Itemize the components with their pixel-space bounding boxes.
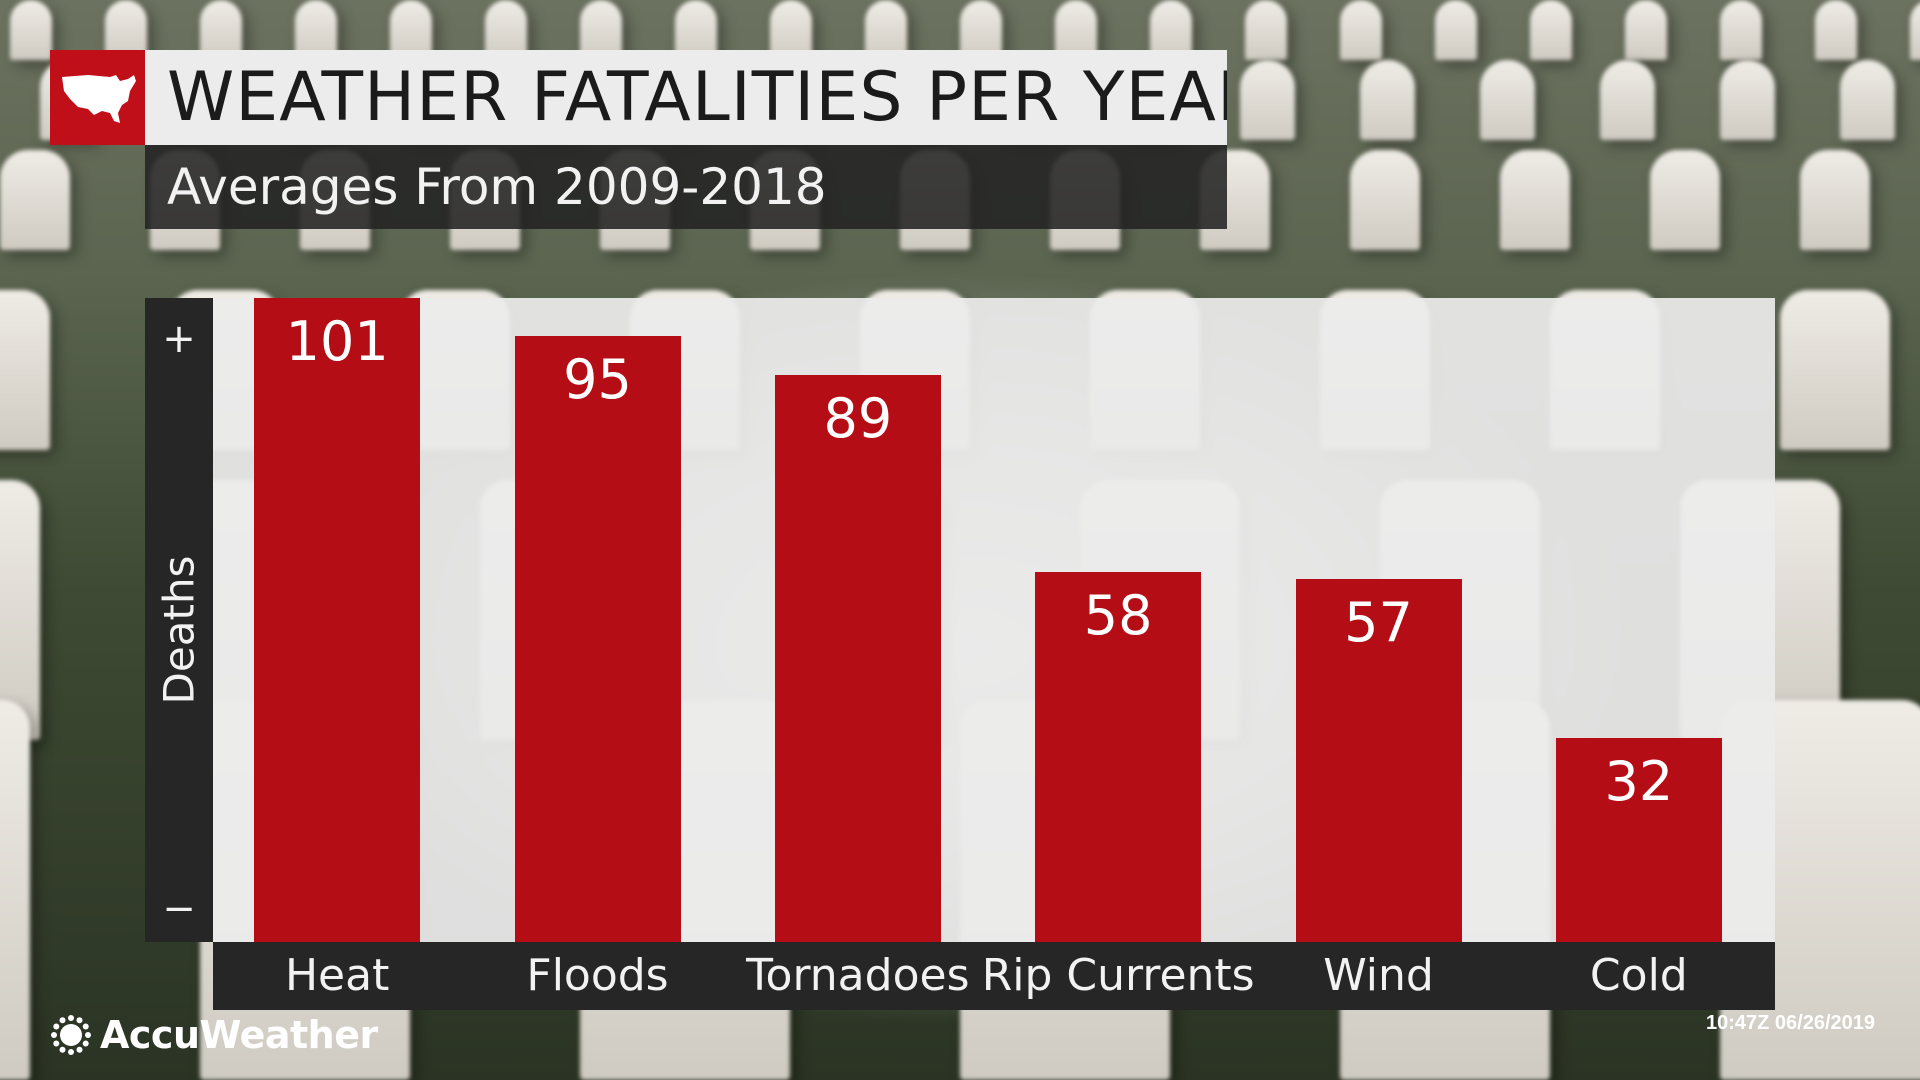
plot-area: 101 95 89 58 57 32 — [213, 298, 1775, 942]
bar-value-label: 89 — [823, 387, 893, 450]
x-tick-label: Heat — [284, 950, 390, 1001]
headstone — [0, 480, 40, 740]
headstone — [1245, 0, 1287, 60]
headstone — [10, 0, 52, 60]
headstone — [1780, 290, 1890, 450]
bar-value-label: 32 — [1604, 750, 1674, 813]
bar-value-label: 101 — [285, 310, 389, 373]
headstone — [0, 700, 30, 1080]
headstone — [1360, 60, 1415, 140]
headstone — [0, 290, 50, 450]
headstone — [1720, 60, 1775, 140]
y-axis-panel: + Deaths − — [145, 298, 213, 942]
headstone — [1840, 60, 1895, 140]
headstone — [1340, 0, 1382, 60]
x-tick-label: Rip Currents — [981, 950, 1255, 1001]
bar-rip-currents — [1035, 572, 1202, 942]
us-map-icon — [50, 50, 145, 145]
bar-value-label: 57 — [1344, 591, 1413, 654]
headstone — [1500, 150, 1570, 250]
x-tick-label: Floods — [526, 950, 669, 1001]
chart-title: WEATHER FATALITIES PER YEAR — [145, 50, 1227, 145]
bar-floods — [514, 336, 681, 942]
headstone — [1720, 0, 1762, 60]
timestamp: 10:47Z 06/26/2019 — [1705, 1012, 1875, 1034]
title-bar: WEATHER FATALITIES PER YEAR — [50, 50, 1227, 145]
x-axis-panel: Heat Floods Tornadoes Rip Currents Wind Cold — [213, 942, 1775, 1010]
brand-name: AccuWeather — [100, 1013, 378, 1057]
headstone — [1650, 150, 1720, 250]
accuweather-logo: AccuWeather — [50, 1010, 378, 1060]
x-tick-label: Cold — [1589, 950, 1688, 1001]
headstone — [1800, 150, 1870, 250]
headstone — [1480, 60, 1535, 140]
chart-subtitle: Averages From 2009-2018 — [145, 145, 1227, 229]
bar-tornadoes — [774, 375, 941, 942]
headstone — [1240, 60, 1295, 140]
headstone — [1435, 0, 1477, 60]
x-tick-label: Tornadoes — [746, 950, 970, 1001]
headstone — [1625, 0, 1667, 60]
headstone — [1600, 60, 1655, 140]
headstone — [1350, 150, 1420, 250]
headstone — [1815, 0, 1857, 60]
y-axis-minus-marker: − — [162, 886, 196, 932]
bar-wind — [1295, 579, 1462, 942]
headstone — [0, 150, 70, 250]
x-tick-label: Wind — [1323, 950, 1434, 1001]
bar-value-label: 95 — [563, 348, 632, 411]
bar-heat — [254, 298, 421, 942]
bar-cold — [1555, 738, 1722, 942]
y-axis-label: Deaths — [154, 555, 204, 705]
y-axis-plus-marker: + — [162, 316, 196, 362]
sun-logo-icon — [51, 1015, 91, 1055]
headstone — [1910, 0, 1920, 60]
bar-value-label: 58 — [1083, 584, 1153, 647]
headstone — [1530, 0, 1572, 60]
